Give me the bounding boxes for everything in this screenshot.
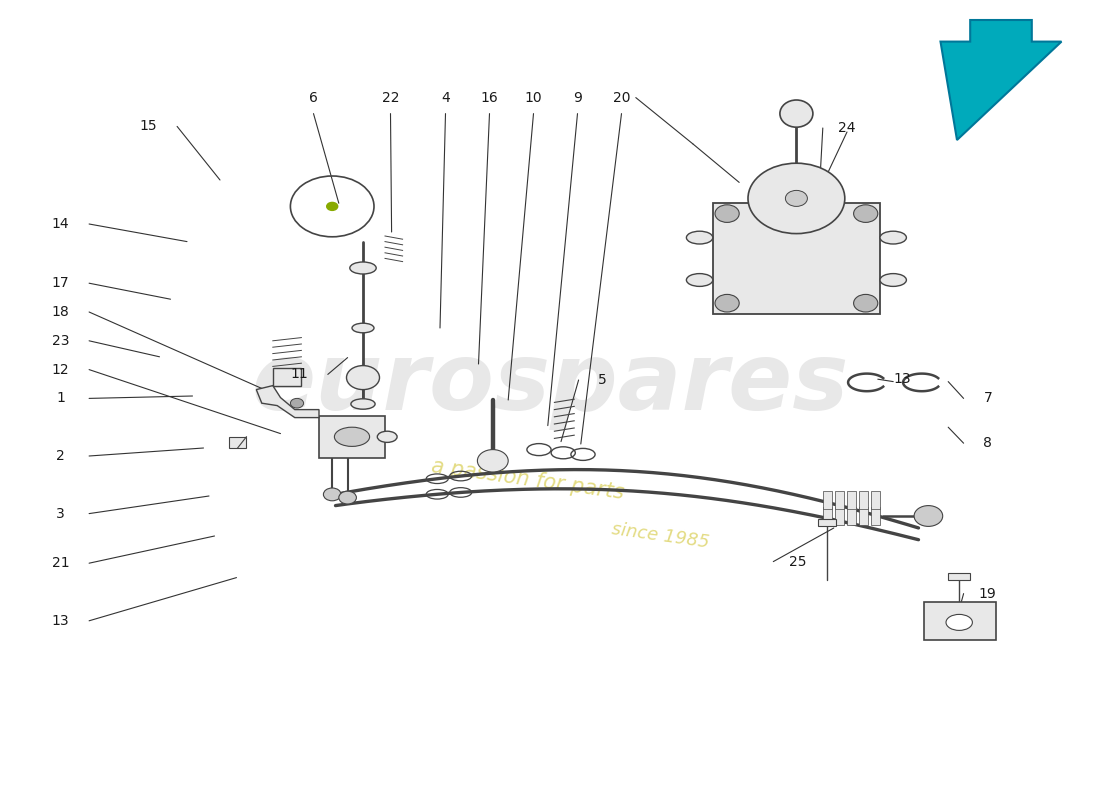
Text: 12: 12 [52, 362, 69, 377]
Text: 2: 2 [56, 449, 65, 463]
Bar [871, 491, 880, 509]
Polygon shape [940, 20, 1062, 140]
Bar [229, 437, 246, 448]
Text: 10: 10 [525, 90, 542, 105]
Bar [924, 602, 996, 640]
Ellipse shape [351, 399, 375, 409]
Text: since 1985: since 1985 [610, 520, 710, 552]
Circle shape [854, 294, 878, 312]
Bar [823, 507, 832, 525]
Ellipse shape [334, 427, 370, 446]
Polygon shape [256, 386, 319, 418]
Text: 15: 15 [140, 119, 157, 134]
Circle shape [854, 205, 878, 222]
Ellipse shape [350, 262, 376, 274]
Bar [713, 203, 880, 314]
Text: 4: 4 [441, 90, 450, 105]
Ellipse shape [352, 323, 374, 333]
Text: 7: 7 [983, 391, 992, 406]
Ellipse shape [686, 231, 713, 244]
Text: 25: 25 [789, 554, 806, 569]
Bar [823, 491, 832, 509]
Circle shape [339, 491, 356, 504]
Bar [273, 368, 301, 386]
Text: 21: 21 [52, 556, 69, 570]
Bar [818, 519, 836, 526]
Text: 16: 16 [481, 90, 498, 105]
Circle shape [785, 190, 807, 206]
Text: 5: 5 [598, 373, 607, 387]
Text: 13: 13 [893, 372, 911, 386]
Text: 17: 17 [52, 276, 69, 290]
Bar [948, 573, 970, 580]
Circle shape [914, 506, 943, 526]
Circle shape [715, 205, 739, 222]
Circle shape [323, 488, 341, 501]
Ellipse shape [880, 231, 906, 244]
Text: 19: 19 [979, 586, 997, 601]
Circle shape [346, 366, 380, 390]
Text: eurospares: eurospares [251, 338, 849, 430]
Ellipse shape [686, 274, 713, 286]
Text: 22: 22 [382, 90, 399, 105]
Circle shape [715, 294, 739, 312]
Circle shape [748, 163, 845, 234]
Text: a passion for parts: a passion for parts [430, 457, 626, 503]
Ellipse shape [780, 100, 813, 127]
Circle shape [477, 450, 508, 472]
Text: 8: 8 [983, 436, 992, 450]
Bar [835, 491, 844, 509]
Text: 9: 9 [573, 90, 582, 105]
Text: 14: 14 [52, 217, 69, 231]
Bar [319, 416, 385, 458]
Bar [835, 507, 844, 525]
Bar [859, 491, 868, 509]
Text: 3: 3 [56, 506, 65, 521]
Text: 6: 6 [309, 90, 318, 105]
Text: 23: 23 [52, 334, 69, 348]
Ellipse shape [377, 431, 397, 442]
Text: 11: 11 [290, 367, 308, 382]
Text: 24: 24 [838, 121, 856, 135]
Circle shape [327, 202, 338, 210]
Text: 20: 20 [613, 90, 630, 105]
Circle shape [290, 398, 304, 408]
Bar [847, 507, 856, 525]
Bar [871, 507, 880, 525]
Text: 13: 13 [52, 614, 69, 628]
Text: 1: 1 [56, 391, 65, 406]
Bar [847, 491, 856, 509]
Ellipse shape [880, 274, 906, 286]
Text: 18: 18 [52, 305, 69, 319]
Ellipse shape [946, 614, 972, 630]
Bar [859, 507, 868, 525]
